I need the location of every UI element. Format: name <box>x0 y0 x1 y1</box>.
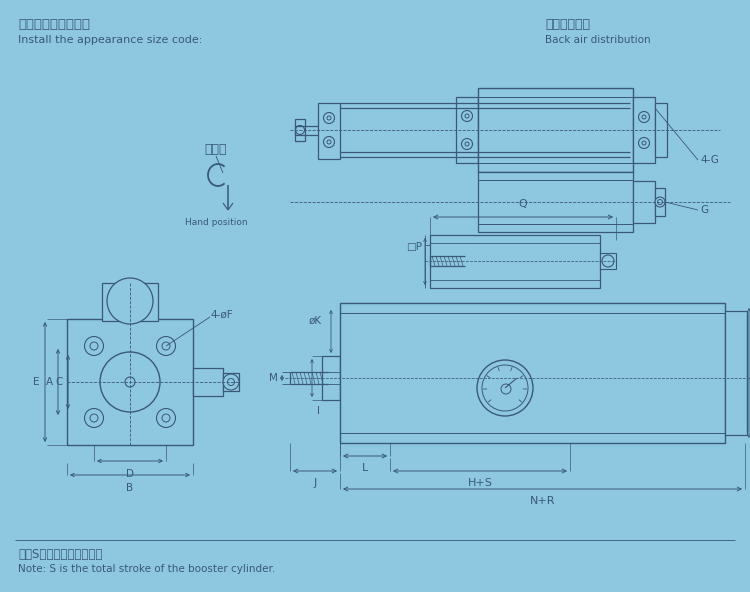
Text: E: E <box>32 377 39 387</box>
Text: Note: S is the total stroke of the booster cylinder.: Note: S is the total stroke of the boost… <box>18 564 275 574</box>
Text: 扳手位: 扳手位 <box>205 143 227 156</box>
Circle shape <box>323 137 334 147</box>
Text: 4-øF: 4-øF <box>210 310 232 320</box>
Text: C: C <box>56 377 63 387</box>
Bar <box>655 103 667 157</box>
Circle shape <box>638 137 650 149</box>
Circle shape <box>501 384 511 394</box>
Bar <box>655 188 665 216</box>
Circle shape <box>323 112 334 124</box>
Bar <box>600 253 616 269</box>
Text: L: L <box>362 463 368 473</box>
Text: M: M <box>269 373 278 383</box>
Text: H+S: H+S <box>467 478 493 488</box>
Text: 4-G: 4-G <box>700 155 718 165</box>
Bar <box>102 283 158 321</box>
Circle shape <box>157 408 176 427</box>
Text: I: I <box>316 406 320 416</box>
Circle shape <box>461 111 472 121</box>
Text: G: G <box>700 205 708 215</box>
Bar <box>478 88 633 172</box>
Circle shape <box>327 140 331 144</box>
Circle shape <box>90 414 98 422</box>
Circle shape <box>327 116 331 120</box>
Bar <box>478 172 633 232</box>
Circle shape <box>85 408 104 427</box>
Circle shape <box>125 377 135 387</box>
Circle shape <box>465 114 469 118</box>
Text: B: B <box>127 483 134 493</box>
Text: øK: øK <box>308 316 322 326</box>
Bar <box>633 181 655 223</box>
Text: J: J <box>314 478 316 488</box>
Text: 注：S為增壓缸的總行程。: 注：S為增壓缸的總行程。 <box>18 548 102 561</box>
Circle shape <box>638 111 650 123</box>
Bar <box>725 311 747 435</box>
Bar <box>223 373 239 391</box>
Text: D: D <box>126 469 134 479</box>
Circle shape <box>296 126 304 134</box>
Text: A: A <box>46 377 53 387</box>
Bar <box>633 97 655 163</box>
Circle shape <box>157 336 176 356</box>
Text: Back air distribution: Back air distribution <box>545 35 650 45</box>
Circle shape <box>477 360 533 416</box>
Bar <box>456 97 478 163</box>
Circle shape <box>85 336 104 356</box>
Circle shape <box>642 141 646 145</box>
Circle shape <box>90 342 98 350</box>
Bar <box>193 368 223 396</box>
Text: Hand position: Hand position <box>184 218 248 227</box>
Circle shape <box>642 115 646 119</box>
Circle shape <box>162 414 170 422</box>
Text: 背面氣口分布: 背面氣口分布 <box>545 18 590 31</box>
Bar <box>340 303 725 443</box>
Bar <box>322 356 340 400</box>
Circle shape <box>658 200 662 204</box>
Circle shape <box>107 278 153 324</box>
Bar <box>430 235 600 288</box>
Circle shape <box>482 365 528 411</box>
Text: N+R: N+R <box>530 496 555 506</box>
Circle shape <box>465 142 469 146</box>
Text: Q: Q <box>519 199 527 209</box>
Text: □P: □P <box>406 242 422 252</box>
Circle shape <box>461 139 472 150</box>
Bar <box>295 119 305 141</box>
Circle shape <box>602 255 614 267</box>
Circle shape <box>100 352 160 412</box>
Bar <box>318 103 340 159</box>
Text: 安裝外觀尺寸代碼：: 安裝外觀尺寸代碼： <box>18 18 90 31</box>
Circle shape <box>223 374 239 390</box>
Circle shape <box>227 378 235 385</box>
Circle shape <box>655 197 665 207</box>
Circle shape <box>162 342 170 350</box>
Text: Install the appearance size code:: Install the appearance size code: <box>18 35 203 45</box>
Bar <box>67 319 193 445</box>
